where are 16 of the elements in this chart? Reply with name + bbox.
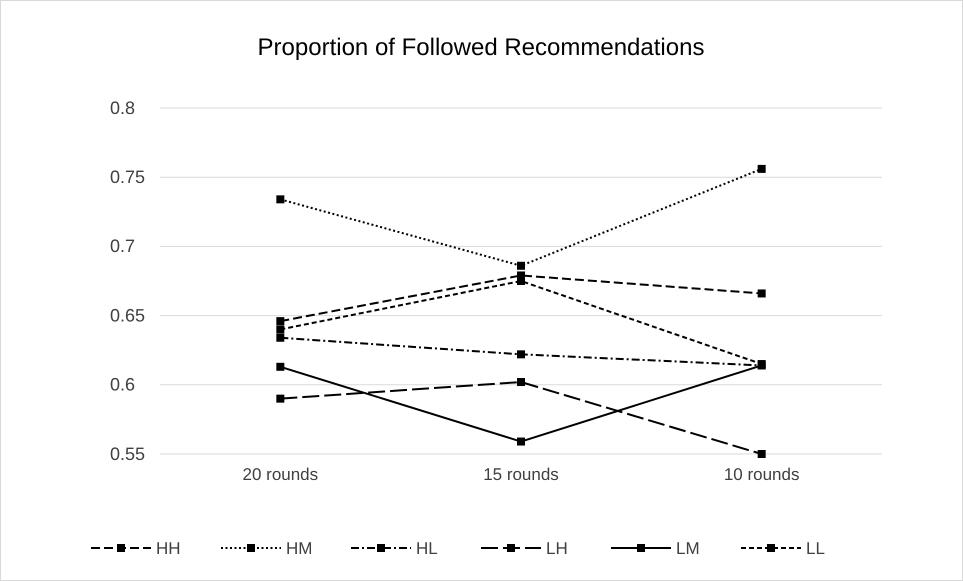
legend-label: HM bbox=[286, 539, 312, 558]
y-tick-label: 0.75 bbox=[110, 166, 146, 187]
y-tick-label: 0.65 bbox=[110, 305, 146, 326]
legend-label: HL bbox=[416, 539, 438, 558]
legend-label: LM bbox=[676, 539, 700, 558]
y-tick-label: 0.6 bbox=[110, 374, 136, 395]
x-tick-label: 15 rounds bbox=[483, 465, 559, 484]
legend-label: LH bbox=[546, 539, 568, 558]
chart-title: Proportion of Followed Recommendations bbox=[258, 34, 704, 61]
y-tick-label: 0.7 bbox=[110, 236, 136, 256]
legend-label: LL bbox=[806, 539, 825, 558]
x-tick-label: 20 rounds bbox=[242, 465, 318, 484]
y-tick-label: 0.55 bbox=[110, 444, 146, 464]
x-tick-label: 10 rounds bbox=[724, 465, 800, 484]
y-tick-label: 0.8 bbox=[110, 98, 136, 118]
legend-label: HH bbox=[156, 539, 181, 558]
